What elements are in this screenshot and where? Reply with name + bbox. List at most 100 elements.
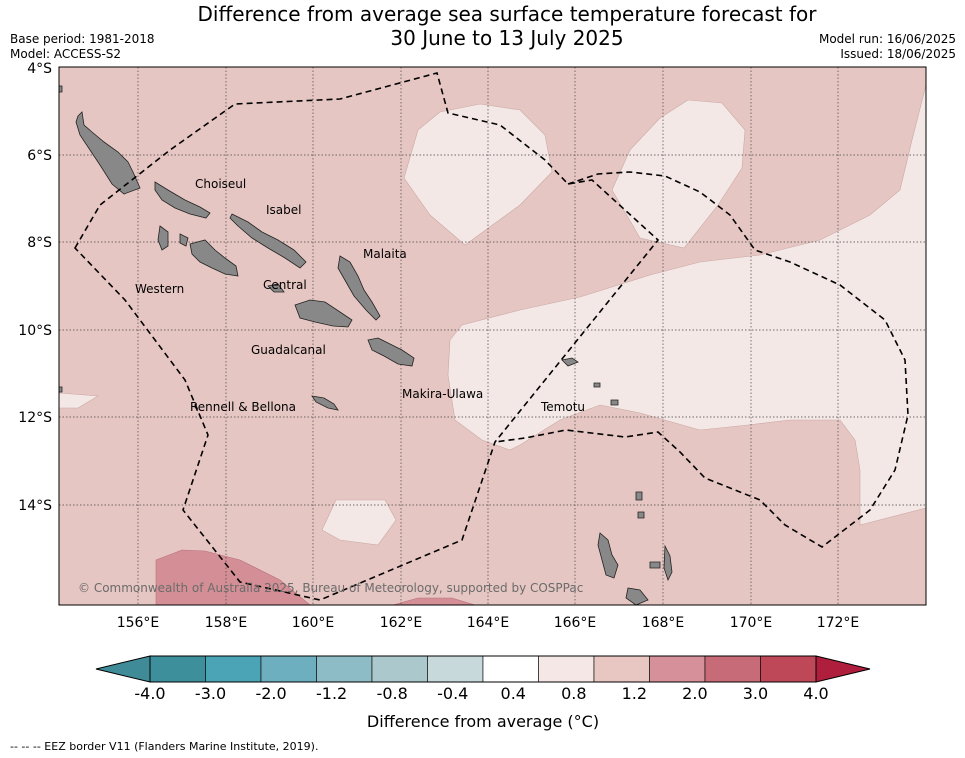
islands (59, 85, 673, 605)
lon-label: 172°E (817, 615, 860, 631)
island-temotu-small (593, 382, 601, 388)
colorbar-cell (427, 655, 484, 683)
lon-label: 164°E (467, 615, 510, 631)
light-region-south (321, 499, 397, 546)
colorbar-tick-label: 2.0 (682, 684, 707, 703)
colorbar-tick-labels: -4.0 -3.0 -2.0 -1.2 -0.8 -0.4 0.4 0.8 1.2 2.0 3.0 4… (134, 684, 828, 703)
island-rennell (311, 395, 339, 411)
colorbar-cell (760, 655, 817, 683)
lon-label: 162°E (380, 615, 423, 631)
colorbar-label: Difference from average (°C) (367, 712, 599, 731)
meta-right: Model run: 16/06/2025 Issued: 18/06/2025 (819, 32, 956, 62)
island-santa-cruz (561, 357, 579, 367)
label-isabel: Isabel (266, 203, 301, 217)
island-vella-lavella (157, 225, 169, 251)
warm-region-southwest (155, 549, 311, 605)
lat-label: 6°S (27, 148, 52, 164)
lat-label: 10°S (18, 323, 52, 339)
island-choiseul-group (75, 111, 141, 195)
eez-border-solomon (74, 72, 660, 601)
light-anomaly-regions (59, 84, 926, 546)
base-period: Base period: 1981-2018 (10, 32, 155, 46)
eez-border-vanuatu (494, 171, 909, 548)
island-choiseul (154, 181, 211, 219)
title-line-1: Difference from average sea surface temp… (197, 2, 817, 26)
island-vanuatu-south (625, 587, 649, 605)
colorbar-cell (260, 655, 317, 683)
island-vanuatu-espiritu (663, 544, 673, 582)
colorbar-tick-label: -0.8 (377, 684, 408, 703)
colorbar-cell (482, 655, 539, 683)
island-small-western (179, 233, 189, 247)
label-rennell-bellona: Rennell & Bellona (190, 400, 296, 414)
title-line-2: 30 June to 13 July 2025 (390, 26, 624, 50)
label-temotu: Temotu (540, 400, 585, 414)
label-western: Western (135, 282, 184, 296)
copyright-text: © Commonwealth of Australia 2025, Bureau… (78, 581, 583, 595)
colorbar-cell (316, 655, 373, 683)
light-region-north (403, 103, 553, 246)
colorbar-extend-high (815, 655, 871, 683)
lon-label: 158°E (205, 615, 248, 631)
label-choiseul: Choiseul (195, 177, 246, 191)
meta-left: Base period: 1981-2018 Model: ACCESS-S2 (10, 32, 155, 62)
colorbar-cell (649, 655, 706, 683)
colorbar-tick-label: -4.0 (134, 684, 165, 703)
colorbar-tick-label: 3.0 (743, 684, 768, 703)
colorbar-extend-low (95, 655, 151, 683)
island-dot-4 (59, 386, 63, 393)
warm-anomaly-regions (155, 549, 476, 605)
map-frame (58, 66, 927, 606)
light-region-east (447, 84, 926, 526)
colorbar: -4.0 -3.0 -2.0 -1.2 -0.8 -0.4 0.4 0.8 1.2 2.0 3.0 4… (95, 655, 871, 731)
island-isabel (229, 213, 307, 269)
lat-label: 14°S (18, 498, 52, 514)
lon-label: 156°E (117, 615, 160, 631)
colorbar-tick-label: 0.4 (501, 684, 526, 703)
colorbar-frame (149, 655, 817, 683)
colorbar-tick-label: -3.0 (195, 684, 226, 703)
colorbar-tick-label: -2.0 (255, 684, 286, 703)
model-run: Model run: 16/06/2025 (818, 32, 956, 46)
lat-label: 4°S (27, 61, 52, 77)
island-dot-2 (637, 511, 645, 519)
lon-label: 168°E (642, 615, 685, 631)
province-labels: Choiseul Isabel Malaita Western Central … (135, 177, 585, 414)
island-malaita (337, 255, 381, 321)
map-area: © Commonwealth of Australia 2025, Bureau… (59, 67, 926, 605)
lat-label: 12°S (18, 410, 52, 426)
colorbar-cells (149, 655, 817, 683)
colorbar-tick-label: 1.2 (622, 684, 647, 703)
lon-label: 160°E (292, 615, 335, 631)
island-new-georgia (189, 239, 239, 277)
eez-footnote: -- -- -- EEZ border V11 (Flanders Marine… (10, 740, 319, 753)
colorbar-tick-label: 4.0 (803, 684, 828, 703)
colorbar-tick-label: -0.4 (437, 684, 468, 703)
colorbar-cell (149, 655, 206, 683)
colorbar-cell (371, 655, 428, 683)
colorbar-cell (205, 655, 262, 683)
light-region-west (59, 392, 99, 409)
island-dot-3 (59, 85, 63, 93)
island-dot-1 (635, 491, 643, 501)
island-vanuatu-north (597, 532, 619, 579)
latitude-labels: 4°S 6°S 8°S 10°S 12°S 14°S (18, 61, 52, 514)
light-region-northeast (611, 99, 746, 249)
graticule (59, 67, 926, 605)
model-name: Model: ACCESS-S2 (10, 47, 122, 61)
colorbar-tick-label: 0.8 (561, 684, 586, 703)
longitude-labels: 156°E 158°E 160°E 162°E 164°E 166°E 168°… (117, 615, 860, 631)
colorbar-cell (593, 655, 650, 683)
colorbar-tick-label: -1.2 (316, 684, 347, 703)
island-temotu-south (610, 399, 619, 406)
island-guadalcanal (294, 299, 353, 328)
lon-label: 170°E (730, 615, 773, 631)
island-makira (367, 337, 415, 367)
issued-date: Issued: 18/06/2025 (840, 47, 956, 61)
lon-label: 166°E (554, 615, 597, 631)
label-malaita: Malaita (363, 247, 407, 261)
title: Difference from average sea surface temp… (0, 2, 965, 50)
warm-region-south (392, 597, 476, 605)
island-florida (267, 283, 285, 293)
